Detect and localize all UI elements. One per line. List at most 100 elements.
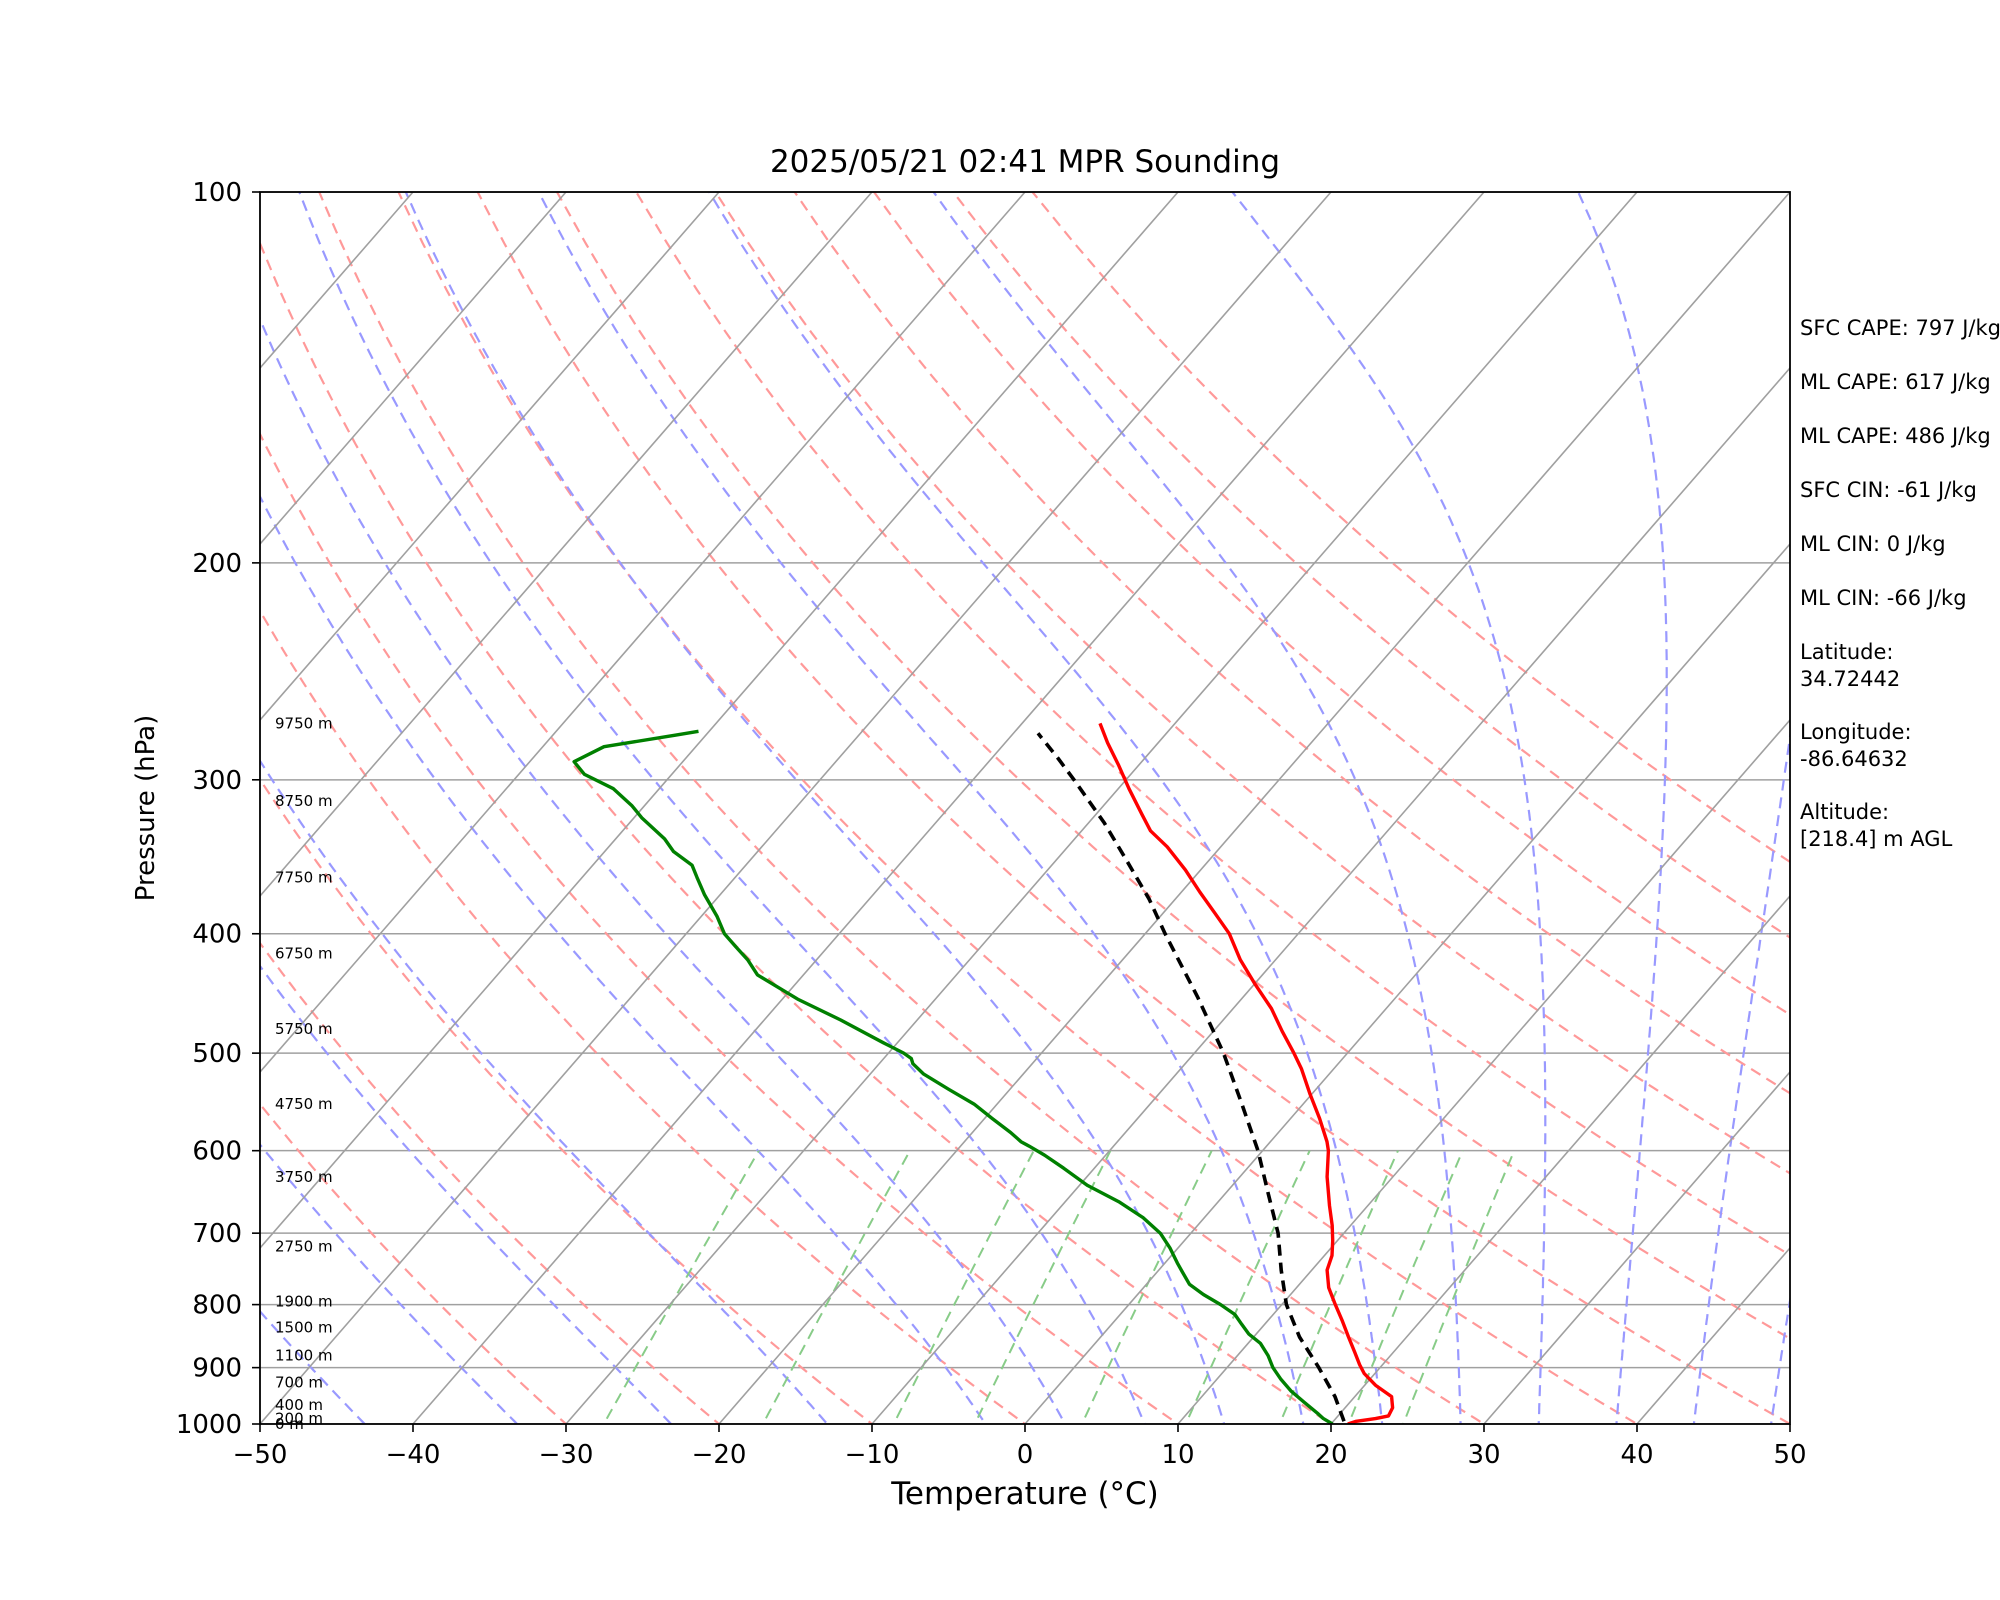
isotherm-line <box>1330 894 1790 1424</box>
longitude-value: -86.64632 <box>1800 747 1908 771</box>
height-label: 1900 m <box>275 1292 333 1310</box>
mixing-ratio-line <box>1347 1150 1464 1424</box>
moist-adiabat <box>260 1142 519 1424</box>
moist-adiabat <box>260 316 1067 1424</box>
dry-adiabat <box>260 431 1180 1424</box>
height-label: 0 m <box>275 1415 304 1433</box>
altitude-block: Altitude: [218.4] m AGL <box>1800 799 2000 879</box>
isotherm-line <box>260 192 1026 1074</box>
y-tick-label: 200 <box>192 549 242 579</box>
dry-adiabat <box>260 941 721 1424</box>
dry-adiabat <box>260 608 1027 1424</box>
altitude-value: [218.4] m AGL <box>1800 827 1953 851</box>
x-tick-label: 40 <box>1620 1440 1653 1470</box>
isotherm-line <box>260 192 720 722</box>
height-label: 200 m <box>275 1410 323 1428</box>
dry-adiabat <box>260 240 1334 1424</box>
dry-adiabat <box>635 192 1790 1257</box>
dry-adiabat <box>1031 192 1790 864</box>
mixing-ratio-line <box>1184 1150 1311 1424</box>
x-axis-label: Temperature (°C) <box>891 1476 1159 1512</box>
x-tick-label: 10 <box>1161 1440 1194 1470</box>
isotherm-line <box>260 192 1179 1250</box>
mixing-ratio-line <box>892 1150 1035 1424</box>
sounding-stats-panel: SFC CAPE: 797 J/kg ML CAPE: 617 J/kg ML … <box>1800 315 2000 879</box>
dry-adiabat <box>952 192 1790 939</box>
isotherm-line <box>412 192 1485 1424</box>
x-tick-label: −40 <box>386 1440 441 1470</box>
moist-adiabat <box>0 192 237 1450</box>
mixing-ratio-line <box>973 1150 1112 1424</box>
height-label: 6750 m <box>275 944 333 962</box>
y-tick-label: 700 <box>192 1219 242 1249</box>
dry-adiabat <box>714 192 1790 1175</box>
x-tick-label: 20 <box>1314 1440 1347 1470</box>
altitude-label: Altitude: <box>1800 800 1890 824</box>
moist-adiabat <box>260 1309 367 1424</box>
dry-adiabat <box>556 192 1790 1340</box>
isotherm-line <box>565 192 1638 1424</box>
x-tick-label: 50 <box>1773 1440 1806 1470</box>
y-tick-label: 100 <box>192 178 242 208</box>
stat-ml-cin-2: ML CIN: -66 J/kg <box>1800 586 1967 610</box>
y-tick-label: 600 <box>192 1137 242 1167</box>
chart-title: 2025/05/21 02:41 MPR Sounding <box>769 144 1281 180</box>
mixing-ratio-line <box>602 1150 760 1424</box>
x-tick-label: −20 <box>692 1440 747 1470</box>
height-label: 7750 m <box>275 868 333 886</box>
latitude-value: 34.72442 <box>1800 667 1901 691</box>
height-label: 9750 m <box>275 714 333 732</box>
height-label: 8750 m <box>275 792 333 810</box>
x-tick-label: 30 <box>1467 1440 1500 1470</box>
moist-adiabat <box>1577 192 1668 1424</box>
height-label: 400 m <box>275 1396 323 1414</box>
isotherm-line <box>718 192 1790 1424</box>
temperature-trace <box>1098 722 1395 1424</box>
longitude-block: Longitude: -86.64632 <box>1800 719 2000 799</box>
mixing-ratio-line <box>1080 1150 1213 1424</box>
y-tick-label: 1000 <box>176 1410 242 1440</box>
isotherm-line <box>260 192 567 546</box>
latitude-block: Latitude: 34.72442 <box>1800 639 2000 719</box>
isotherm-line <box>260 192 873 898</box>
moist-adiabat <box>260 964 673 1424</box>
y-tick-label: 800 <box>192 1291 242 1321</box>
isotherm-line <box>260 192 1332 1424</box>
dry-adiabat <box>318 192 1487 1424</box>
x-tick-label: −10 <box>845 1440 900 1470</box>
dry-adiabat <box>476 192 1790 1424</box>
y-axis-label: Pressure (hPa) <box>131 714 161 902</box>
height-label: 3750 m <box>275 1168 333 1186</box>
height-label: 4750 m <box>275 1095 333 1113</box>
dry-adiabat <box>397 192 1640 1424</box>
moist-adiabat <box>708 192 1384 1424</box>
height-label: 1500 m <box>275 1319 333 1337</box>
longitude-label: Longitude: <box>1800 720 1912 744</box>
moist-adiabat <box>1231 192 1547 1424</box>
moist-adiabat <box>260 494 987 1424</box>
x-tick-label: −30 <box>539 1440 594 1470</box>
dewpoint-trace <box>572 729 1334 1424</box>
dry-adiabat <box>260 777 874 1424</box>
isotherm-line <box>1024 542 1790 1424</box>
moist-adiabat <box>404 192 1226 1424</box>
stat-ml-cape-2: ML CAPE: 486 J/kg <box>1800 424 1991 448</box>
dry-adiabat <box>260 1102 568 1424</box>
mixing-ratio-line <box>1402 1150 1516 1424</box>
x-tick-label: −50 <box>233 1440 288 1470</box>
y-tick-label: 500 <box>192 1039 242 1069</box>
height-label: 5750 m <box>275 1020 333 1038</box>
stat-ml-cape-1: ML CAPE: 617 J/kg <box>1800 370 1991 394</box>
stat-sfc-cin: SFC CIN: -61 J/kg <box>1800 478 1977 502</box>
y-tick-label: 400 <box>192 920 242 950</box>
x-tick-label: 0 <box>1017 1440 1034 1470</box>
plot-area <box>0 192 1790 1450</box>
latitude-label: Latitude: <box>1800 640 1894 664</box>
isotherm-line <box>1483 1070 1790 1424</box>
height-label: 700 m <box>275 1373 323 1391</box>
mixing-ratio-line <box>761 1150 911 1424</box>
isotherm-line <box>1177 718 1790 1424</box>
isotherm-line <box>871 366 1790 1424</box>
